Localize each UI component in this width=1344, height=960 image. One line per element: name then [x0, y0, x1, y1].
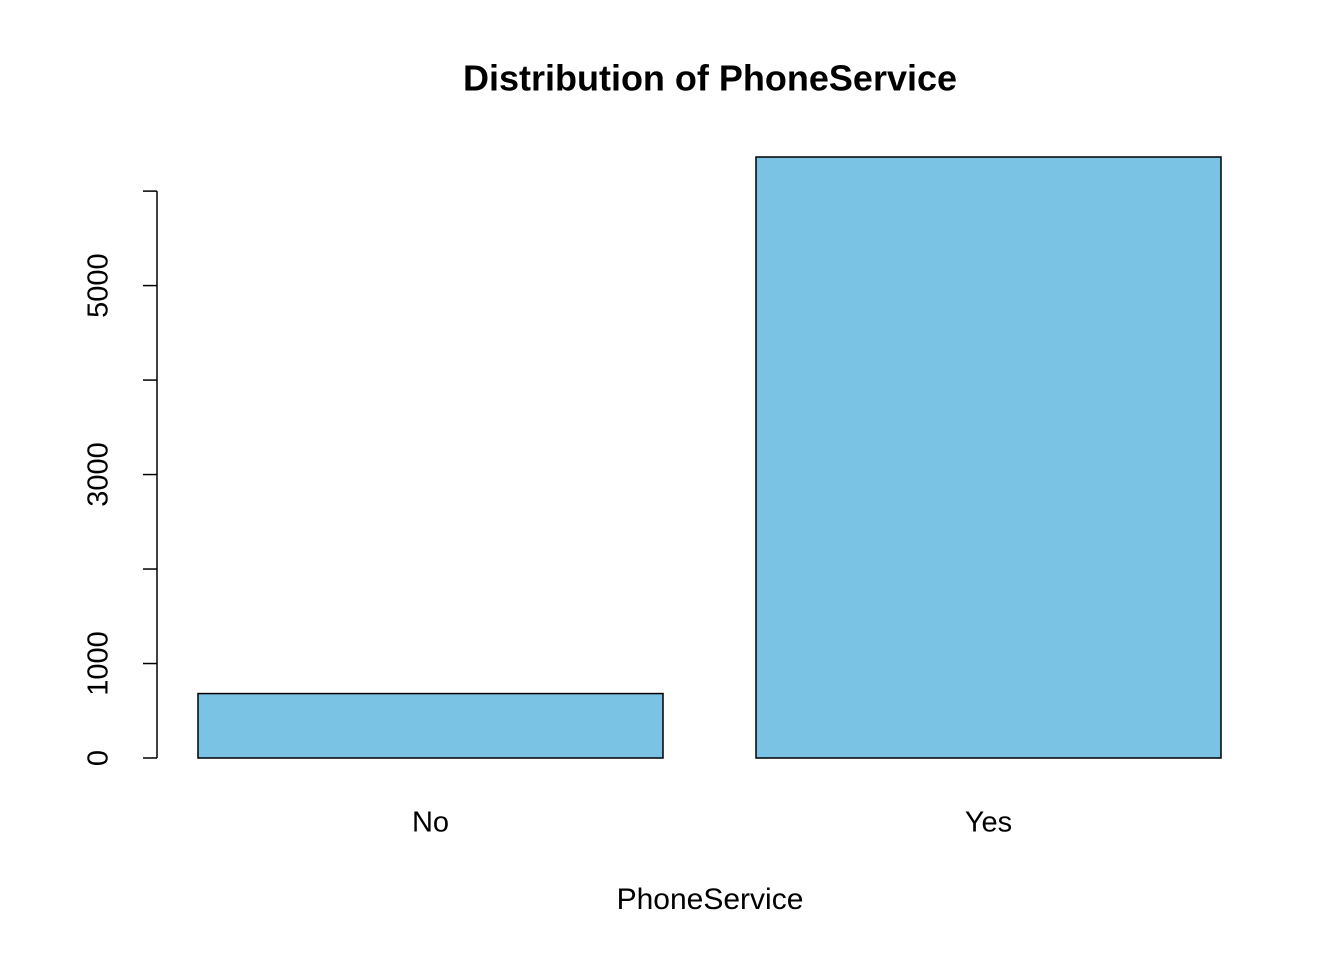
y-tick-label: 5000: [83, 253, 115, 318]
chart-title: Distribution of PhoneService: [463, 58, 957, 99]
y-tick-label: 3000: [83, 442, 115, 507]
x-axis-label: PhoneService: [617, 883, 804, 916]
bar: [197, 692, 664, 759]
x-tick-label: Yes: [965, 807, 1012, 839]
y-tick-label: 0: [83, 750, 115, 766]
x-tick-label: No: [412, 807, 449, 839]
bar: [755, 156, 1222, 759]
y-tick-label: 1000: [83, 631, 115, 696]
